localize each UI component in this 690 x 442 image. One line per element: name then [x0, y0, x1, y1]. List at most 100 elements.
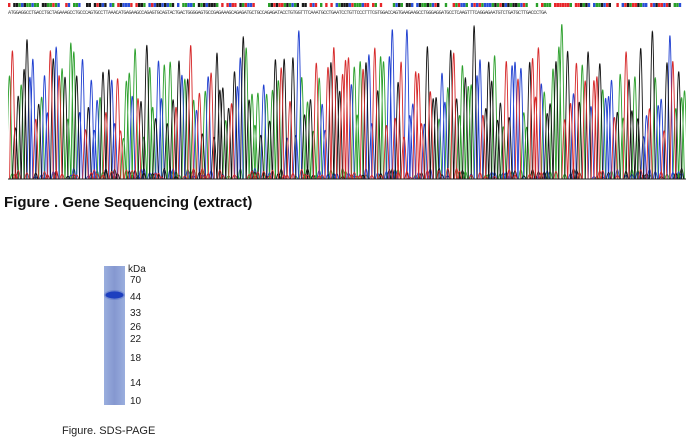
quality-cell [585, 3, 588, 7]
quality-cell [652, 3, 656, 7]
quality-cell [169, 3, 172, 7]
quality-cell [299, 3, 302, 7]
quality-cell [130, 3, 133, 7]
quality-cell [561, 3, 565, 7]
quality-cell [619, 3, 622, 7]
quality-cell [190, 3, 193, 7]
quality-cell [684, 3, 687, 7]
quality-cell [356, 3, 359, 7]
quality-cell [333, 3, 336, 7]
quality-cell [535, 3, 539, 7]
quality-cell [418, 3, 422, 7]
quality-cell [31, 3, 34, 7]
quality-cell [216, 3, 219, 7]
quality-cell [385, 3, 388, 7]
quality-cell [234, 3, 237, 7]
quality-cell [665, 3, 669, 7]
quality-cell [208, 3, 211, 7]
quality-cell [502, 3, 505, 7]
quality-cell [112, 3, 115, 7]
quality-cell [161, 3, 164, 7]
quality-cell [582, 3, 585, 7]
quality-cell [515, 3, 518, 7]
quality-cell [18, 3, 21, 7]
quality-cell [580, 3, 583, 7]
marker-label-14: 14 [130, 378, 142, 389]
quality-cell [629, 3, 632, 7]
quality-cell [309, 3, 312, 7]
quality-cell [99, 3, 102, 7]
quality-cell [364, 3, 367, 7]
quality-cell [164, 3, 167, 7]
quality-cell [260, 3, 263, 7]
quality-cell [281, 3, 284, 7]
quality-cell [577, 3, 580, 7]
quality-cell [49, 3, 52, 7]
quality-cell [374, 3, 377, 7]
quality-cell [572, 3, 575, 7]
quality-cell [686, 3, 688, 7]
quality-cell [647, 3, 650, 7]
quality-cell [366, 3, 370, 7]
quality-cell [325, 3, 328, 7]
quality-cell [681, 3, 684, 7]
quality-cell [60, 3, 63, 7]
quality-cell [39, 3, 42, 7]
quality-cell [489, 3, 492, 7]
quality-cell [187, 3, 190, 7]
quality-cell [473, 3, 476, 7]
quality-cell [343, 3, 346, 7]
quality-cell [548, 3, 552, 7]
quality-cell [353, 3, 357, 7]
quality-cell [593, 3, 596, 7]
quality-cell [301, 3, 305, 7]
quality-cell [465, 3, 468, 7]
quality-cell [671, 3, 674, 7]
quality-cell [21, 3, 24, 7]
quality-cell [140, 3, 143, 7]
sequence-text: ATGGAGGCCTGACCTGCTAGAAAGCCTGCCCAGTGCCTTA… [8, 10, 547, 16]
quality-cell [179, 3, 182, 7]
quality-cell [390, 3, 393, 7]
quality-cell [512, 3, 515, 7]
quality-cell [291, 3, 294, 7]
quality-cell [80, 3, 84, 7]
quality-cell [598, 3, 601, 7]
quality-cell [621, 3, 624, 7]
quality-cell [424, 3, 427, 7]
quality-cell [645, 3, 648, 7]
quality-cell [151, 3, 154, 7]
quality-cell [567, 3, 570, 7]
quality-cell [606, 3, 609, 7]
marker-label-22: 22 [130, 334, 142, 345]
marker-label-26: 26 [130, 322, 142, 333]
quality-cell [286, 3, 289, 7]
quality-cell [307, 3, 310, 7]
quality-cell [382, 3, 385, 7]
quality-cell [96, 3, 99, 7]
quality-cell [236, 3, 240, 7]
quality-cell [556, 3, 559, 7]
quality-cell [613, 3, 617, 7]
quality-cell [314, 3, 318, 7]
quality-cell [78, 3, 81, 7]
quality-cell [114, 3, 117, 7]
quality-cell [387, 3, 390, 7]
quality-cell [62, 3, 65, 7]
quality-cell [247, 3, 250, 7]
quality-cell [322, 3, 325, 7]
quality-cell [541, 3, 544, 7]
quality-cell [104, 3, 107, 7]
quality-cell [335, 3, 338, 7]
quality-cell [509, 3, 513, 7]
quality-cell [660, 3, 663, 7]
figure-caption-sequencing: Figure . Gene Sequencing (extract) [4, 194, 253, 211]
quality-cell [463, 3, 466, 7]
quality-cell [73, 3, 76, 7]
quality-cell [210, 3, 214, 7]
quality-cell [10, 3, 13, 7]
quality-cell [109, 3, 112, 7]
quality-cell [304, 3, 307, 7]
quality-cell [626, 3, 630, 7]
quality-cell [372, 3, 375, 7]
